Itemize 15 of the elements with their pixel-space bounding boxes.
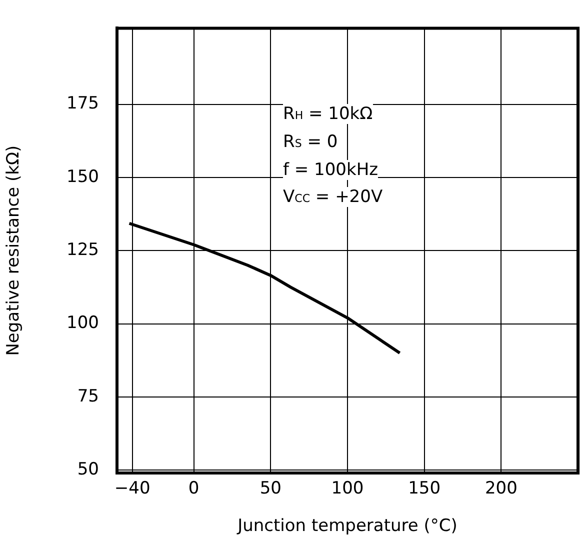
y-tick-label: 150 — [66, 166, 99, 187]
y-tick-label: 75 — [77, 386, 99, 406]
annotation: f = 100kHz — [283, 160, 378, 180]
x-tick-label: 200 — [484, 478, 518, 499]
x-axis-title: Junction temperature (°C) — [236, 516, 458, 536]
x-tick-label: 100 — [331, 478, 364, 499]
x-tick-label: 0 — [188, 478, 200, 499]
y-tick-label: 50 — [77, 459, 99, 480]
x-tick-label: 150 — [408, 478, 441, 499]
x-tick-label: −40 — [114, 478, 150, 499]
y-tick-label: 175 — [66, 94, 99, 114]
y-tick-label: 100 — [66, 313, 99, 334]
y-tick-label: 125 — [66, 240, 99, 260]
y-axis-title: Negative resistance (kΩ) — [4, 145, 24, 356]
x-tick-label: 50 — [260, 478, 282, 499]
